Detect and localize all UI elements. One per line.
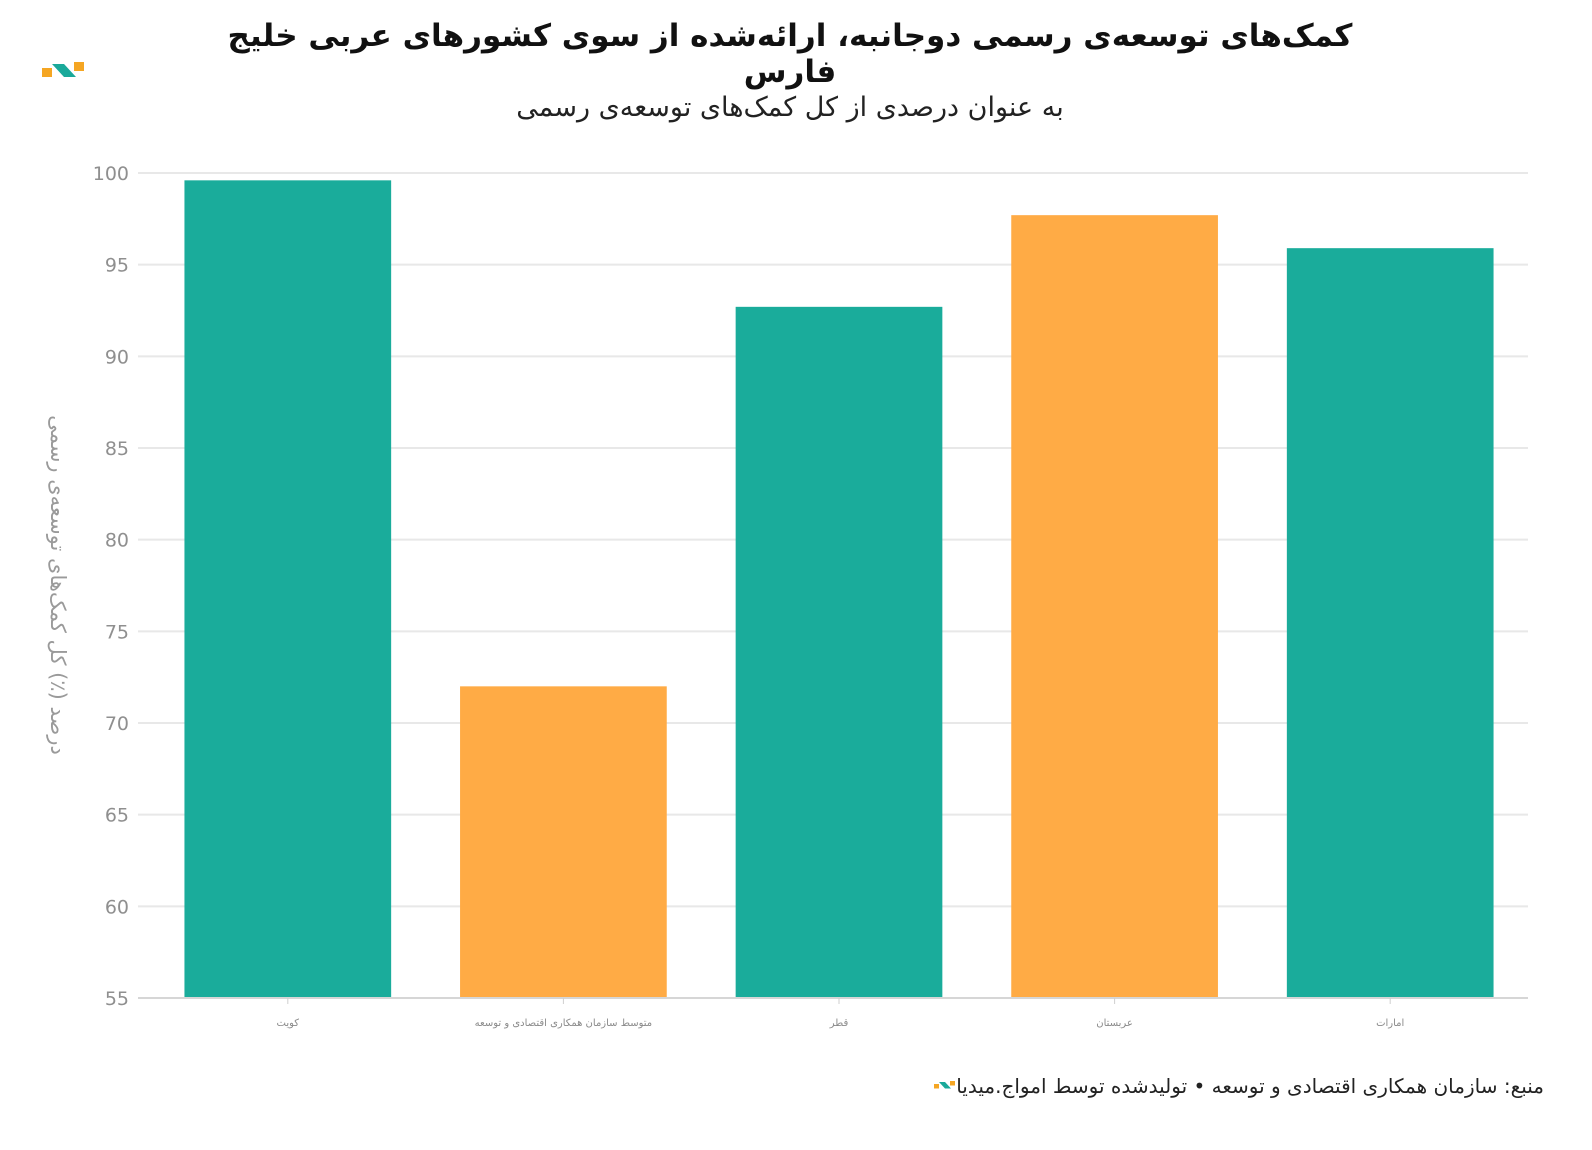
chart-title: کمک‌های توسعه‌ی رسمی دوجانبه، ارائه‌شده …: [227, 18, 1353, 90]
y-tick-label: 75: [105, 621, 129, 643]
bar: [735, 306, 943, 998]
y-tick-label: 90: [105, 346, 129, 368]
y-axis-ticks: 55 60 65 70 75 80 85 90 95 100: [93, 163, 129, 1010]
bar: [1286, 248, 1494, 998]
amwaj-logo-icon: [934, 1081, 956, 1089]
bar: [1011, 215, 1218, 998]
x-tick-label: عربستان: [1096, 1018, 1133, 1029]
bar: [460, 686, 667, 998]
y-tick-label: 85: [105, 438, 129, 460]
y-tick-label: 70: [105, 713, 129, 735]
footer: منبع: سازمان همکاری اقتصادی و توسعه • تو…: [924, 1074, 1544, 1098]
y-tick-label: 95: [105, 255, 129, 277]
source-text: منبع: سازمان همکاری اقتصادی و توسعه • تو…: [956, 1074, 1544, 1098]
y-tick-label: 100: [93, 163, 129, 185]
bars: [184, 180, 1494, 999]
y-tick-label: 80: [105, 530, 129, 552]
y-tick-label: 55: [105, 988, 129, 1010]
y-axis-label: درصد (٪) کل کمک‌های توسعه‌ی رسمی: [46, 415, 70, 755]
y-tick-label: 65: [105, 805, 129, 827]
x-tick-label: کویت: [277, 1018, 300, 1029]
y-tick-label: 60: [105, 896, 129, 918]
x-tick-label: امارات: [1376, 1018, 1404, 1029]
amwaj-logo-icon: [42, 62, 84, 77]
x-tick-label: متوسط سازمان همکاری اقتصادی و توسعه: [475, 1018, 653, 1029]
bar: [184, 180, 392, 999]
x-tick-label: قطر: [829, 1018, 849, 1029]
chart-subtitle: به عنوان درصدی از کل کمک‌های توسعه‌ی رسم…: [516, 92, 1064, 123]
x-axis: کویت متوسط سازمان همکاری اقتصادی و توسعه ق…: [138, 997, 1528, 1029]
